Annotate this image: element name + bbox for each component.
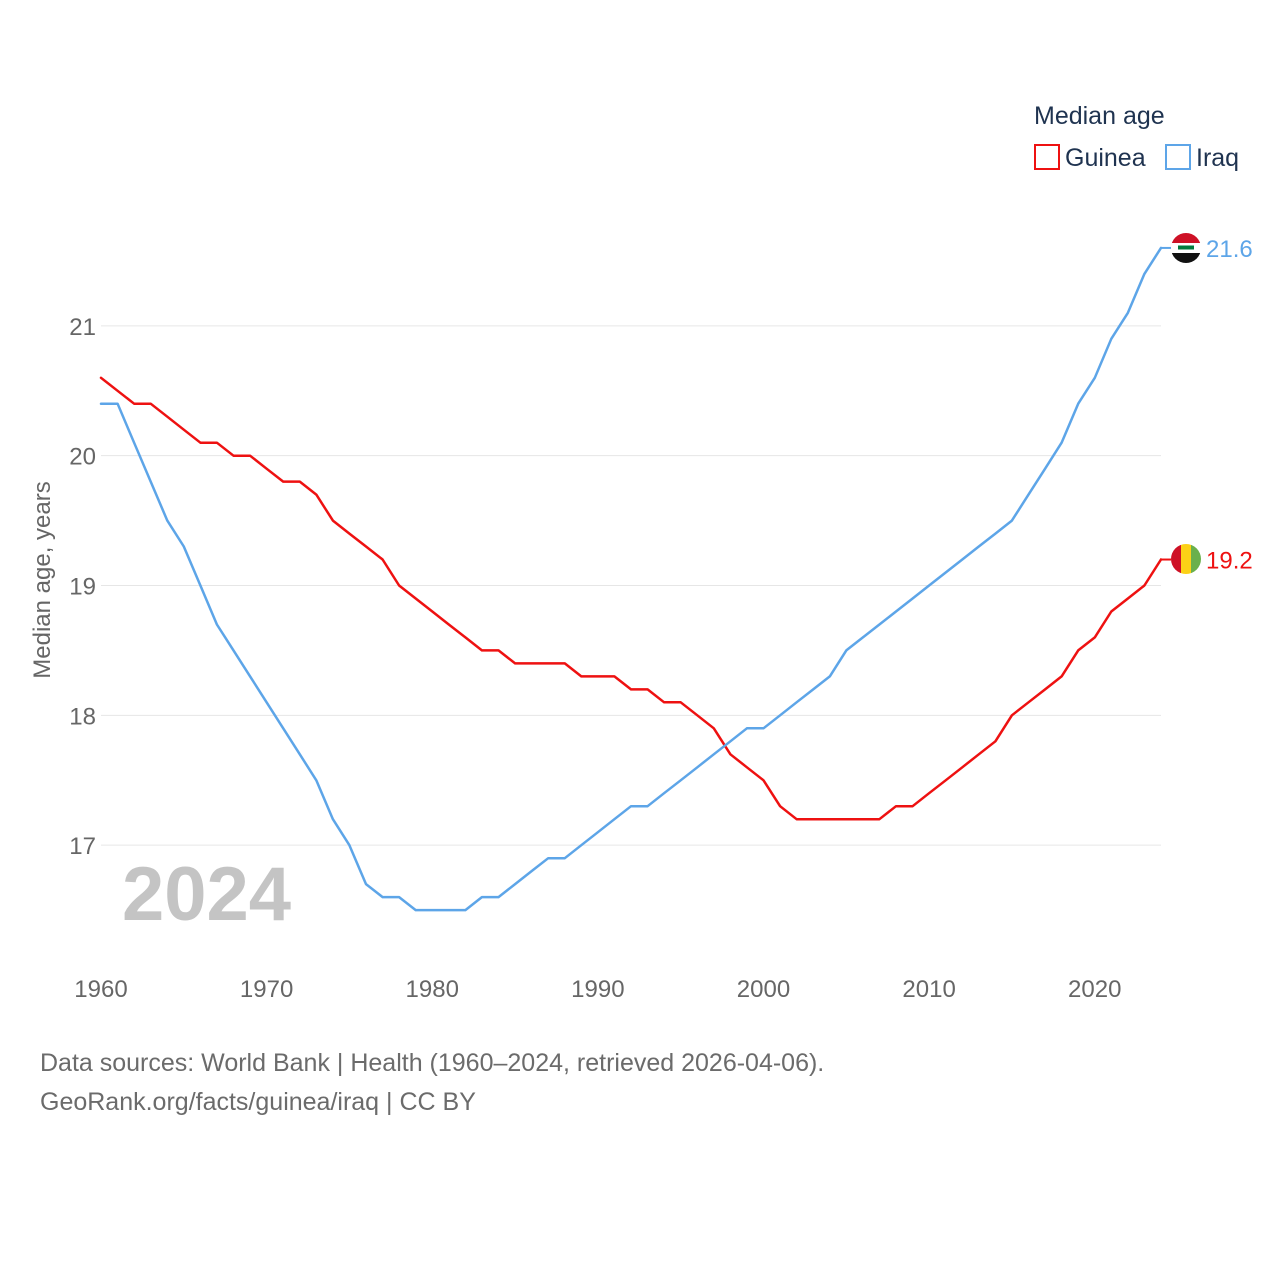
x-axis-ticks: 1960 1970 1980 1990 2000 2010 2020 [74, 976, 1121, 1003]
source-footer: Data sources: World Bank | Health (1960–… [40, 1044, 824, 1122]
series-line-guinea [99, 376, 1163, 821]
y-tick-label: 20 [69, 444, 96, 471]
y-tick-label: 17 [69, 833, 96, 860]
attribution-line: GeoRank.org/facts/guinea/iraq | CC BY [40, 1088, 476, 1116]
end-value-labels: 19.2 21.6 [1206, 236, 1253, 575]
legend-swatch-guinea[interactable] [1034, 144, 1060, 170]
x-tick-label: 1980 [406, 976, 459, 1003]
source-line: Data sources: World Bank | Health (1960–… [40, 1049, 825, 1077]
legend-title: Median age [1034, 102, 1165, 130]
y-tick-label: 21 [69, 314, 96, 341]
guinea-flag-icon [1171, 544, 1201, 574]
y-axis-ticks: 17 18 19 20 21 [69, 314, 96, 860]
legend: Median age Guinea Iraq [1034, 102, 1239, 172]
x-tick-label: 2010 [902, 976, 955, 1003]
x-tick-label: 1960 [74, 976, 127, 1003]
x-tick-label: 1990 [571, 976, 624, 1003]
end-label-guinea: 19.2 [1206, 548, 1253, 575]
gridlines [101, 325, 1161, 846]
y-tick-label: 19 [69, 574, 96, 601]
legend-label-iraq[interactable]: Iraq [1196, 144, 1239, 172]
series-line-iraq [99, 246, 1163, 912]
iraq-flag-icon [1171, 233, 1201, 263]
y-axis-label: Median age, years [29, 481, 56, 678]
year-watermark: 2024 [122, 852, 291, 937]
legend-swatch-iraq[interactable] [1165, 144, 1191, 170]
x-tick-label: 1970 [240, 976, 293, 1003]
legend-label-guinea[interactable]: Guinea [1065, 144, 1146, 172]
y-tick-label: 18 [69, 703, 96, 730]
series-lines [99, 246, 1171, 912]
end-label-iraq: 21.6 [1206, 236, 1253, 263]
x-tick-label: 2000 [737, 976, 790, 1003]
x-tick-label: 2020 [1068, 976, 1121, 1003]
